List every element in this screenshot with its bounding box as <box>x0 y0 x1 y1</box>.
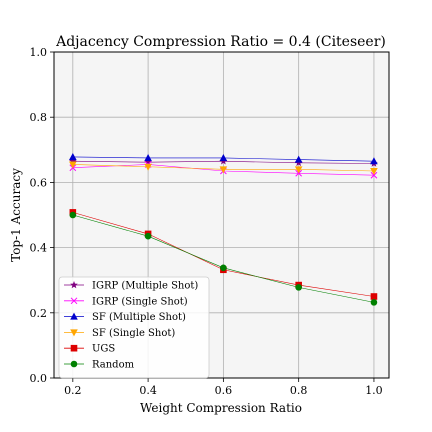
data-point <box>219 153 228 161</box>
legend-label: UGS <box>92 344 115 355</box>
data-point <box>144 158 152 166</box>
data-point <box>69 211 77 219</box>
y-axis-label: Top-1 Accuracy <box>9 168 23 262</box>
y-tick-label: 0.8 <box>30 111 48 124</box>
x-tick-label: 0.6 <box>215 384 233 397</box>
y-tick-label: 0.2 <box>30 307 48 320</box>
legend-item: IGRP (Multiple Shot) <box>64 281 198 292</box>
data-point <box>69 157 77 165</box>
y-tick-label: 1.0 <box>30 46 48 59</box>
data-point <box>294 166 303 174</box>
data-point <box>69 161 77 169</box>
x-axis-label: Weight Compression Ratio <box>140 401 302 415</box>
legend-marker <box>70 329 78 337</box>
data-point <box>144 232 152 240</box>
legend-marker <box>70 281 78 289</box>
y-tick-label: 0.4 <box>30 242 48 255</box>
data-point <box>219 166 228 174</box>
y-tick-label: 0.0 <box>30 372 48 385</box>
data-point <box>294 155 303 163</box>
y-tick-label: 0.6 <box>30 176 48 189</box>
legend-item: Random <box>64 360 135 371</box>
x-tick-label: 0.4 <box>139 384 157 397</box>
data-point <box>295 284 302 291</box>
legend-item: SF (Single Shot) <box>64 328 175 339</box>
series-2 <box>69 152 378 165</box>
legend-label: IGRP (Single Shot) <box>92 296 188 307</box>
legend-label: Random <box>92 360 135 371</box>
legend-item: UGS <box>64 344 115 355</box>
series-3 <box>69 161 378 175</box>
y-axis-ticks: 0.0 0.2 0.4 0.6 0.8 1.0 <box>30 46 54 385</box>
legend-marker <box>70 360 78 368</box>
data-point <box>370 167 378 175</box>
legend-marker <box>70 297 78 305</box>
legend-marker <box>70 312 78 320</box>
data-point <box>370 293 378 300</box>
series-5 <box>69 211 378 306</box>
legend-label: IGRP (Multiple Shot) <box>92 281 198 292</box>
legend-label: SF (Multiple Shot) <box>92 312 186 323</box>
chart-title: Adjacency Compression Ratio = 0.4 (Cites… <box>55 34 386 50</box>
legend-item: IGRP (Single Shot) <box>64 296 188 307</box>
plot-frame <box>53 51 390 379</box>
series-layer <box>69 152 378 306</box>
data-point <box>370 157 378 165</box>
data-point <box>144 163 152 171</box>
data-point <box>69 152 77 160</box>
legend: IGRP (Multiple Shot) IGRP (Single Shot) SF… <box>58 276 210 379</box>
data-point <box>370 171 378 179</box>
legend-box <box>58 276 210 379</box>
x-tick-label: 0.8 <box>290 384 308 397</box>
legend-item: SF (Multiple Shot) <box>64 312 186 323</box>
data-point <box>220 264 227 272</box>
data-point <box>370 299 378 306</box>
x-tick-label: 0.2 <box>64 384 82 397</box>
legend-marker <box>70 344 78 352</box>
legend-label: SF (Single Shot) <box>92 328 175 339</box>
x-axis-ticks: 0.2 0.4 0.6 0.8 1.0 <box>64 378 383 397</box>
x-tick-label: 1.0 <box>365 384 383 397</box>
data-point <box>144 153 152 161</box>
